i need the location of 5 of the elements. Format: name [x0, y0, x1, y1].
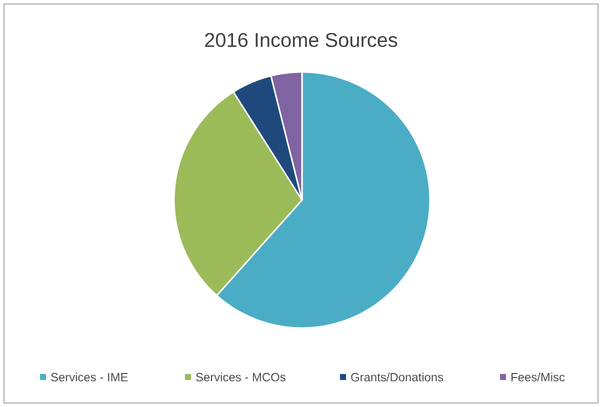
legend-label: Fees/Misc: [512, 372, 565, 382]
legend-label: Services - IME: [51, 372, 128, 382]
legend-label: Grants/Donations: [351, 372, 444, 382]
legend-label: Services - MCOs: [196, 372, 286, 382]
chart-title: 2016 Income Sources: [205, 32, 398, 48]
